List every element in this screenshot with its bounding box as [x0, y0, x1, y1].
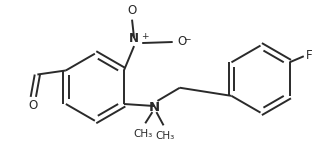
Text: N: N: [129, 32, 139, 45]
Text: +: +: [141, 32, 148, 41]
Text: F: F: [306, 49, 312, 62]
Text: CH₃: CH₃: [133, 129, 153, 139]
Text: −: −: [183, 34, 191, 43]
Text: O: O: [29, 99, 38, 112]
Text: N: N: [149, 100, 160, 114]
Text: CH₃: CH₃: [155, 131, 174, 141]
Text: O: O: [127, 4, 137, 17]
Text: O: O: [178, 35, 187, 48]
